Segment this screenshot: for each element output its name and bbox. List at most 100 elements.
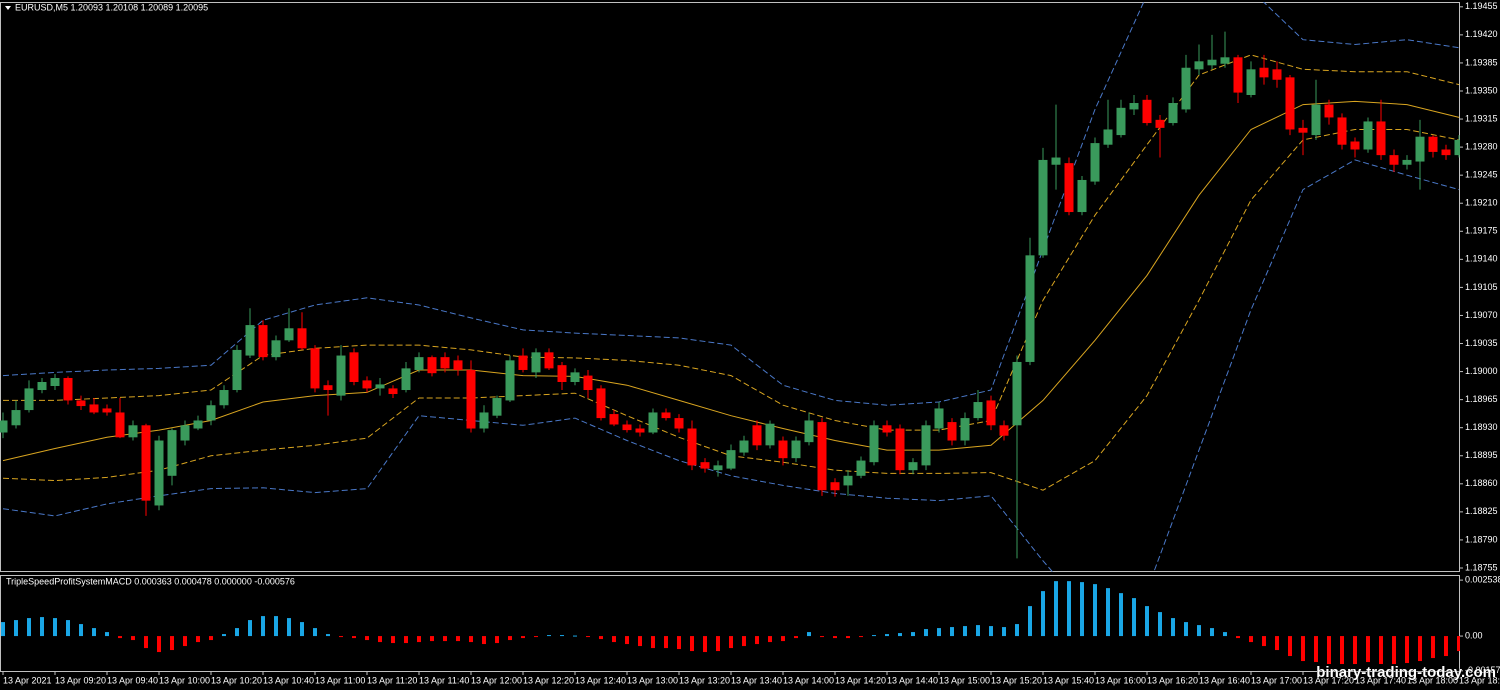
candle-body (1337, 117, 1347, 145)
band-line (2, 159, 1460, 572)
macd-bar (1, 622, 5, 637)
macd-bar (365, 636, 369, 641)
y-tick-label: 1.19245 (1465, 170, 1498, 180)
macd-bar (937, 628, 941, 637)
macd-bar (261, 616, 265, 637)
candle-body (1285, 77, 1295, 130)
macd-bar (222, 634, 226, 637)
macd-plot (1, 581, 1460, 665)
candle-body (1103, 129, 1113, 145)
macd-bar (898, 633, 902, 637)
candle-body (986, 400, 996, 426)
candle-body (453, 360, 463, 370)
macd-bar (716, 636, 720, 652)
candle-body (726, 450, 736, 469)
candle-body (674, 418, 684, 429)
macd-bar (456, 636, 460, 642)
macd-bar (846, 636, 850, 639)
x-tick-label: 13 Apr 13:00 (627, 675, 678, 685)
macd-bar (1275, 636, 1279, 651)
candle-body (128, 425, 138, 438)
macd-bar (599, 636, 603, 640)
y-tick-label: 1.19315 (1465, 113, 1498, 123)
candle-body (1233, 57, 1243, 93)
macd-bar (378, 636, 382, 643)
macd-bar (521, 636, 525, 639)
candle-body (1259, 67, 1269, 78)
macd-bar (326, 634, 330, 637)
x-tick-label: 13 Apr 17:20 (1303, 675, 1354, 685)
macd-bar (729, 636, 733, 649)
macd-bar (274, 616, 278, 637)
macd-bar (209, 636, 213, 641)
macd-bar (495, 636, 499, 644)
x-tick-label: 13 Apr 14:00 (783, 675, 834, 685)
candle-body (232, 349, 242, 391)
candle-body (1025, 255, 1035, 362)
macd-bar (404, 636, 408, 644)
candle-body (1181, 67, 1191, 110)
candle-body (505, 360, 515, 401)
x-tick-label: 13 Apr 09:40 (107, 675, 158, 685)
macd-bar (508, 636, 512, 641)
macd-bar (1002, 627, 1006, 637)
macd-bar (66, 620, 70, 637)
macd-bar (79, 624, 83, 637)
candle-body (1272, 69, 1282, 80)
macd-bar (1223, 632, 1227, 637)
candle-body (167, 430, 177, 476)
candle-body (531, 352, 541, 373)
candle-body (414, 357, 424, 370)
candle-body (115, 412, 125, 438)
candle-body (557, 365, 567, 382)
candle-body (687, 428, 697, 466)
y-tick-label: 1.19035 (1465, 338, 1498, 348)
macd-bar (417, 636, 421, 643)
macd-bar (755, 636, 759, 645)
macd-bar (339, 636, 343, 638)
macd-bar (1249, 636, 1253, 643)
candle-body (596, 388, 606, 419)
macd-bar (1288, 636, 1292, 657)
macd-bar (1145, 606, 1149, 637)
indicator-title: TripleSpeedProfitSystemMACD 0.000363 0.0… (6, 576, 295, 586)
candle-body (518, 355, 528, 370)
candle-body (102, 408, 112, 413)
candle-body (0, 420, 8, 433)
candle-body (1376, 121, 1386, 156)
candle-body (323, 385, 333, 391)
macd-bar (1418, 636, 1422, 662)
menu-arrow[interactable] (5, 6, 11, 10)
x-tick-label: 13 Apr 12:00 (471, 675, 522, 685)
macd-bar (170, 636, 174, 651)
y-tick-label: 1.18895 (1465, 450, 1498, 460)
macd-bar (248, 620, 252, 637)
macd-bar (677, 636, 681, 650)
candle-body (466, 369, 476, 429)
candle-body (739, 440, 749, 453)
candle-body (1298, 127, 1308, 133)
candle-body (661, 412, 671, 419)
candle-body (1415, 136, 1425, 162)
y-tick-label: 1.19280 (1465, 141, 1498, 151)
candle-body (388, 388, 398, 395)
macd-bar (664, 636, 668, 649)
x-tick-label: 13 Apr 16:20 (1147, 675, 1198, 685)
macd-bar (833, 636, 837, 639)
candle-body (284, 328, 294, 341)
macd-bar (820, 636, 824, 638)
x-tick-label: 13 Apr 18:20 (1459, 675, 1500, 685)
candle-body (1090, 143, 1100, 182)
macd-bar (1340, 636, 1344, 665)
macd-bar (40, 617, 44, 637)
macd-bar (950, 627, 954, 637)
x-tick-label: 13 Apr 10:20 (211, 675, 262, 685)
macd-bar (1301, 636, 1305, 662)
candle-body (141, 425, 151, 501)
watermark: binary-trading-today.com (1316, 664, 1496, 681)
candle-body (544, 352, 554, 369)
candle-body (219, 390, 229, 406)
candle-body (570, 372, 580, 382)
